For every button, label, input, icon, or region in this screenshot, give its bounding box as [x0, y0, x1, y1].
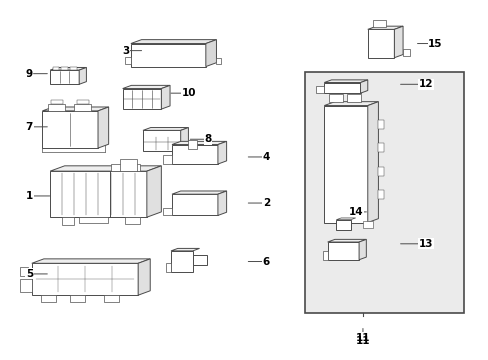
Bar	[347, 94, 360, 103]
Text: 2: 2	[262, 198, 269, 208]
Bar	[367, 30, 393, 58]
Polygon shape	[172, 141, 226, 145]
Bar	[53, 67, 59, 70]
Bar	[172, 194, 218, 215]
Bar	[362, 221, 372, 228]
Polygon shape	[146, 166, 161, 217]
Bar	[122, 89, 161, 109]
Text: 10: 10	[181, 88, 196, 98]
Polygon shape	[218, 141, 226, 164]
Bar	[171, 251, 192, 272]
Polygon shape	[367, 102, 378, 222]
Polygon shape	[122, 85, 170, 89]
Bar	[327, 242, 358, 260]
Bar	[104, 295, 119, 302]
Bar	[142, 130, 180, 151]
Polygon shape	[171, 248, 199, 251]
Bar	[305, 72, 464, 313]
Polygon shape	[218, 191, 226, 215]
Polygon shape	[161, 85, 170, 109]
Bar	[378, 120, 384, 129]
Text: 13: 13	[418, 239, 432, 249]
Bar	[70, 67, 77, 70]
Bar	[62, 217, 74, 225]
Text: 15: 15	[427, 39, 442, 49]
Polygon shape	[324, 102, 378, 105]
Bar	[79, 217, 108, 222]
Bar	[372, 21, 386, 27]
Bar	[70, 295, 85, 302]
Bar	[125, 217, 139, 224]
Text: 5: 5	[26, 269, 33, 279]
Polygon shape	[367, 26, 402, 30]
Polygon shape	[358, 239, 366, 260]
Polygon shape	[79, 67, 86, 84]
Bar	[163, 155, 172, 164]
Bar	[315, 86, 324, 93]
Bar	[74, 104, 91, 111]
Bar	[163, 208, 172, 215]
Bar	[172, 145, 218, 164]
Bar	[32, 263, 138, 295]
Bar	[328, 94, 342, 103]
Polygon shape	[324, 80, 367, 82]
Bar	[111, 164, 140, 171]
Bar	[76, 100, 88, 104]
Text: 3: 3	[122, 46, 129, 56]
Bar	[48, 104, 65, 111]
Polygon shape	[50, 67, 86, 70]
Polygon shape	[172, 191, 226, 194]
Bar	[336, 220, 350, 230]
Bar	[20, 267, 28, 276]
Bar	[125, 57, 131, 64]
Text: 12: 12	[418, 79, 432, 89]
Polygon shape	[98, 107, 108, 148]
Polygon shape	[205, 40, 216, 67]
Bar	[120, 159, 137, 171]
Polygon shape	[360, 80, 367, 93]
Polygon shape	[336, 218, 355, 220]
Text: 11: 11	[355, 333, 369, 343]
Polygon shape	[32, 259, 150, 263]
Polygon shape	[180, 127, 188, 151]
Bar	[216, 58, 221, 64]
Bar	[50, 171, 146, 217]
Bar	[322, 251, 327, 260]
Bar	[324, 105, 367, 222]
Bar	[61, 67, 68, 70]
Bar	[188, 140, 197, 149]
Polygon shape	[50, 166, 161, 171]
Text: 6: 6	[262, 257, 269, 266]
Bar	[378, 144, 384, 152]
Text: 11: 11	[355, 336, 369, 346]
Bar	[166, 262, 171, 272]
Text: 14: 14	[347, 207, 362, 217]
Polygon shape	[138, 259, 150, 295]
Bar	[50, 70, 79, 84]
Polygon shape	[142, 127, 188, 130]
Text: 7: 7	[26, 122, 33, 132]
Bar	[402, 49, 409, 57]
Bar	[378, 190, 384, 199]
Text: 9: 9	[26, 69, 33, 79]
Polygon shape	[327, 239, 366, 242]
Bar	[51, 100, 62, 104]
Bar	[324, 82, 360, 93]
Polygon shape	[393, 26, 402, 58]
Bar	[378, 167, 384, 176]
Polygon shape	[42, 107, 108, 111]
Text: 8: 8	[204, 134, 211, 144]
Bar	[131, 44, 205, 67]
Text: 1: 1	[26, 191, 33, 201]
Polygon shape	[131, 40, 216, 44]
Bar	[42, 111, 98, 148]
Bar	[41, 295, 56, 302]
Bar	[192, 255, 207, 265]
Bar	[20, 279, 32, 292]
Text: 4: 4	[262, 152, 269, 162]
